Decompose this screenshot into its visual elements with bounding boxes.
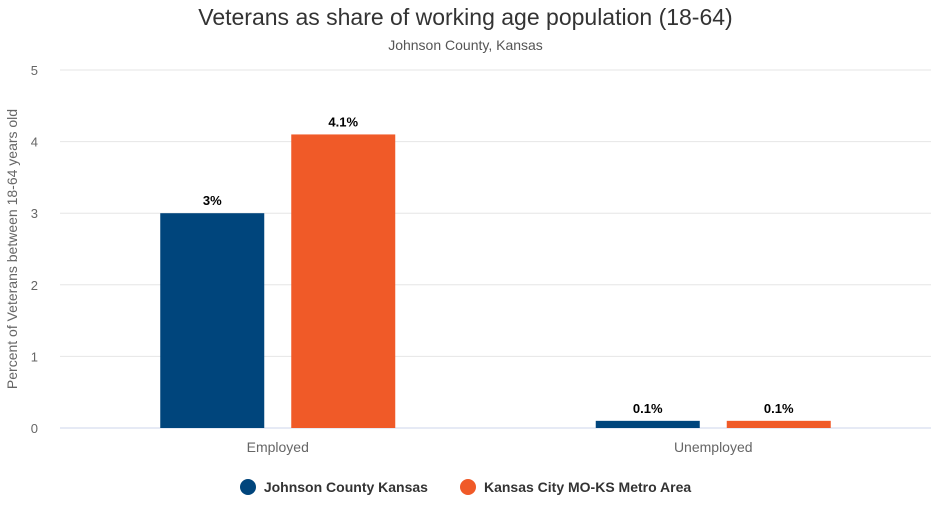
y-tick-label: 5: [31, 63, 38, 78]
y-tick-label: 2: [31, 278, 38, 293]
data-label: 0.1%: [764, 401, 794, 416]
y-axis-title: Percent of Veterans between 18-64 years …: [4, 109, 20, 389]
bar: [160, 213, 265, 428]
legend-item[interactable]: Johnson County Kansas: [239, 479, 428, 495]
legend-marker: [459, 479, 476, 495]
bar: [291, 134, 396, 428]
data-label: 4.1%: [328, 114, 358, 129]
legend-label: Kansas City MO-KS Metro Area: [483, 479, 692, 495]
bar: [726, 420, 831, 428]
data-label: 3%: [203, 193, 222, 208]
data-label: 0.1%: [633, 401, 663, 416]
y-tick-label: 1: [31, 349, 38, 364]
y-tick-label: 4: [31, 135, 38, 150]
chart-subtitle: Johnson County, Kansas: [388, 37, 543, 53]
x-tick-label: Unemployed: [674, 439, 753, 455]
bar: [595, 420, 700, 428]
chart-title: Veterans as share of working age populat…: [198, 4, 733, 30]
legend-label: Johnson County Kansas: [263, 479, 428, 495]
x-tick-label: Employed: [247, 439, 309, 455]
y-tick-label: 3: [31, 206, 38, 221]
y-tick-label: 0: [31, 421, 38, 436]
legend: Johnson County Kansas Kansas City MO-KS M…: [0, 479, 931, 495]
legend-item[interactable]: Kansas City MO-KS Metro Area: [459, 479, 692, 495]
legend-marker: [239, 479, 256, 495]
